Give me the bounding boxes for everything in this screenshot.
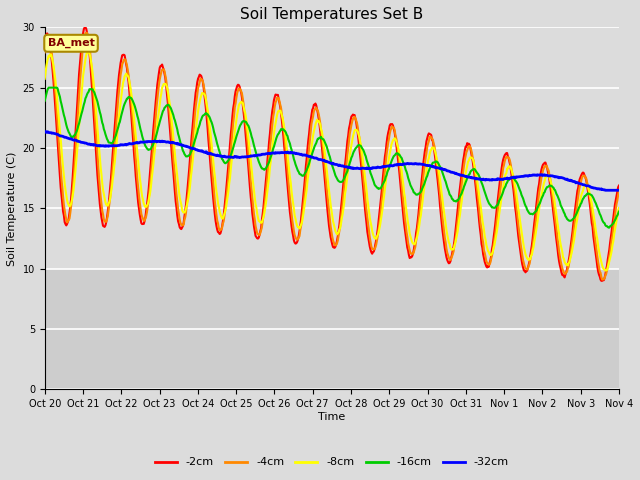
-8cm: [602, 268, 609, 274]
-4cm: [615, 188, 623, 194]
-16cm: [170, 112, 177, 118]
X-axis label: Time: Time: [318, 412, 346, 422]
Legend: -2cm, -4cm, -8cm, -16cm, -32cm: -2cm, -4cm, -8cm, -16cm, -32cm: [150, 453, 513, 472]
-2cm: [403, 240, 410, 245]
-8cm: [403, 208, 410, 214]
Line: -8cm: -8cm: [45, 51, 619, 271]
-8cm: [111, 157, 119, 163]
Bar: [45, 269, 619, 389]
-16cm: [200, 112, 207, 118]
-2cm: [598, 278, 605, 284]
-4cm: [598, 276, 606, 282]
-2cm: [170, 169, 177, 175]
-2cm: [111, 120, 119, 126]
-4cm: [419, 174, 427, 180]
-2cm: [419, 161, 427, 167]
-32cm: [419, 161, 426, 167]
-2cm: [200, 85, 207, 91]
-4cm: [170, 155, 177, 160]
-16cm: [615, 209, 623, 215]
-32cm: [615, 187, 623, 193]
-4cm: [51, 87, 59, 93]
Title: Soil Temperatures Set B: Soil Temperatures Set B: [240, 7, 424, 22]
-32cm: [402, 161, 410, 167]
-16cm: [419, 183, 427, 189]
-32cm: [199, 148, 207, 154]
-8cm: [200, 91, 207, 96]
-16cm: [41, 98, 49, 104]
-32cm: [169, 140, 177, 146]
-8cm: [51, 74, 59, 80]
-32cm: [51, 131, 59, 136]
-16cm: [52, 85, 60, 91]
-8cm: [419, 192, 427, 197]
-16cm: [403, 169, 410, 175]
Text: BA_met: BA_met: [47, 38, 95, 48]
Line: -32cm: -32cm: [45, 132, 619, 190]
Line: -4cm: -4cm: [45, 33, 619, 279]
-16cm: [45, 85, 52, 91]
-4cm: [83, 30, 90, 36]
-4cm: [200, 82, 207, 88]
-2cm: [615, 183, 623, 189]
-2cm: [51, 101, 59, 107]
-8cm: [41, 76, 49, 82]
-8cm: [615, 205, 623, 211]
-32cm: [41, 129, 49, 134]
-4cm: [403, 229, 410, 235]
-4cm: [111, 138, 119, 144]
Line: -2cm: -2cm: [45, 27, 619, 281]
Line: -16cm: -16cm: [45, 88, 619, 228]
-2cm: [41, 36, 49, 42]
-4cm: [41, 49, 49, 55]
-32cm: [602, 187, 609, 193]
-8cm: [170, 134, 177, 140]
-16cm: [111, 135, 119, 141]
-16cm: [605, 225, 612, 230]
-2cm: [82, 24, 90, 30]
-8cm: [85, 48, 93, 54]
Y-axis label: Soil Temperature (C): Soil Temperature (C): [7, 151, 17, 265]
-32cm: [110, 143, 118, 149]
